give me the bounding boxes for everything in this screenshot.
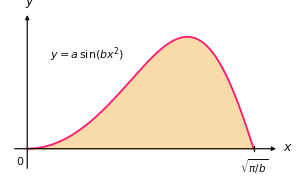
Text: $\sqrt{\pi/b}$: $\sqrt{\pi/b}$ [240,158,268,176]
Text: $y = a\,\sin(bx^2)$: $y = a\,\sin(bx^2)$ [50,46,125,64]
Text: $x$: $x$ [283,141,293,154]
Text: 0: 0 [16,157,23,167]
Text: $y$: $y$ [25,0,35,10]
